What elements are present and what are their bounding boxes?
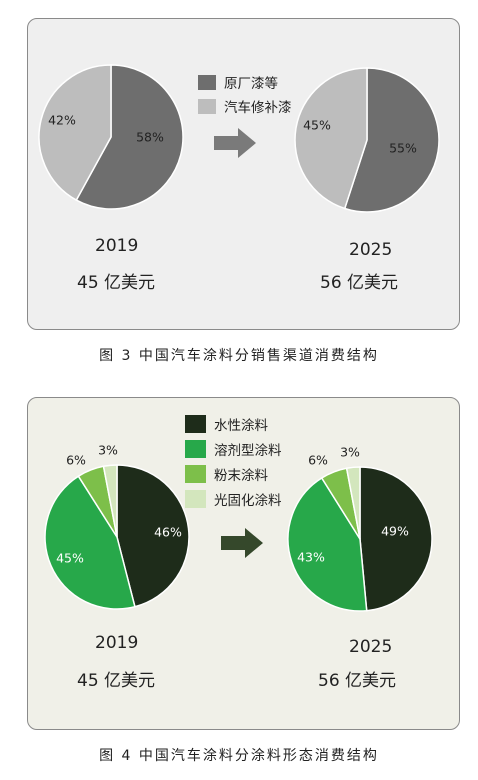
legend-label: 粉末涂料	[214, 467, 268, 484]
figure-3-legend: 原厂漆等 汽车修补漆	[198, 70, 292, 118]
legend-swatch-powder	[185, 464, 206, 483]
legend-label: 原厂漆等	[224, 76, 278, 92]
amount-label-2019: 45 亿美元	[77, 671, 156, 691]
pie-slice	[343, 67, 440, 213]
pie-slice	[44, 475, 136, 610]
legend-item: 汽车修补漆	[198, 94, 292, 118]
pie-data-label: 58%	[136, 130, 164, 145]
figure-3-caption: 图 3 中国汽车涂料分销售渠道消费结构	[99, 348, 379, 364]
pie-data-label: 6%	[308, 453, 328, 468]
legend-swatch-uv-curable	[185, 489, 206, 508]
right-arrow-icon	[221, 528, 263, 558]
pie-data-label: 43%	[297, 550, 325, 565]
pie-data-label: 46%	[154, 525, 182, 540]
pie-data-label: 45%	[56, 551, 84, 566]
pie-slice	[116, 464, 190, 608]
legend-item: 光固化涂料	[185, 486, 282, 511]
year-label-2025: 2025	[349, 637, 393, 657]
pie-slice	[75, 64, 184, 210]
pie-slice	[345, 466, 361, 540]
figure-4-legend: 水性涂料 溶剂型涂料 粉末涂料 光固化涂料	[185, 411, 282, 511]
pie-data-label: 55%	[389, 141, 417, 156]
legend-item: 粉末涂料	[185, 461, 282, 486]
legend-label: 光固化涂料	[214, 492, 282, 509]
legend-label: 溶剂型涂料	[214, 442, 282, 459]
pie-data-label: 42%	[48, 113, 76, 128]
amount-label-2019: 45 亿美元	[77, 273, 156, 293]
pie-data-label: 6%	[66, 453, 86, 468]
legend-swatch-refinish	[198, 98, 216, 114]
pie-slice	[359, 466, 433, 612]
year-label-2025: 2025	[349, 240, 393, 260]
pie-data-label: 49%	[381, 524, 409, 539]
pie-slice	[287, 476, 368, 612]
legend-item: 溶剂型涂料	[185, 436, 282, 461]
legend-label: 水性涂料	[214, 417, 268, 434]
amount-label-2025: 56 亿美元	[320, 273, 399, 293]
legend-label: 汽车修补漆	[224, 100, 292, 116]
pie-data-label: 3%	[340, 445, 360, 460]
year-label-2019: 2019	[95, 236, 139, 256]
year-label-2019: 2019	[95, 633, 139, 653]
pie-slice	[38, 64, 112, 202]
pie-data-label: 45%	[303, 118, 331, 133]
pie-slice	[102, 464, 118, 538]
legend-item: 水性涂料	[185, 411, 282, 436]
legend-swatch-oem	[198, 74, 216, 90]
figure-4-caption: 图 4 中国汽车涂料分涂料形态消费结构	[99, 748, 379, 764]
legend-swatch-solvent	[185, 439, 206, 458]
pie-slice	[294, 67, 368, 210]
amount-label-2025: 56 亿美元	[318, 671, 397, 691]
right-arrow-icon	[214, 128, 256, 158]
legend-swatch-waterborne	[185, 414, 206, 433]
legend-item: 原厂漆等	[198, 70, 292, 94]
pie-data-label: 3%	[98, 443, 118, 458]
